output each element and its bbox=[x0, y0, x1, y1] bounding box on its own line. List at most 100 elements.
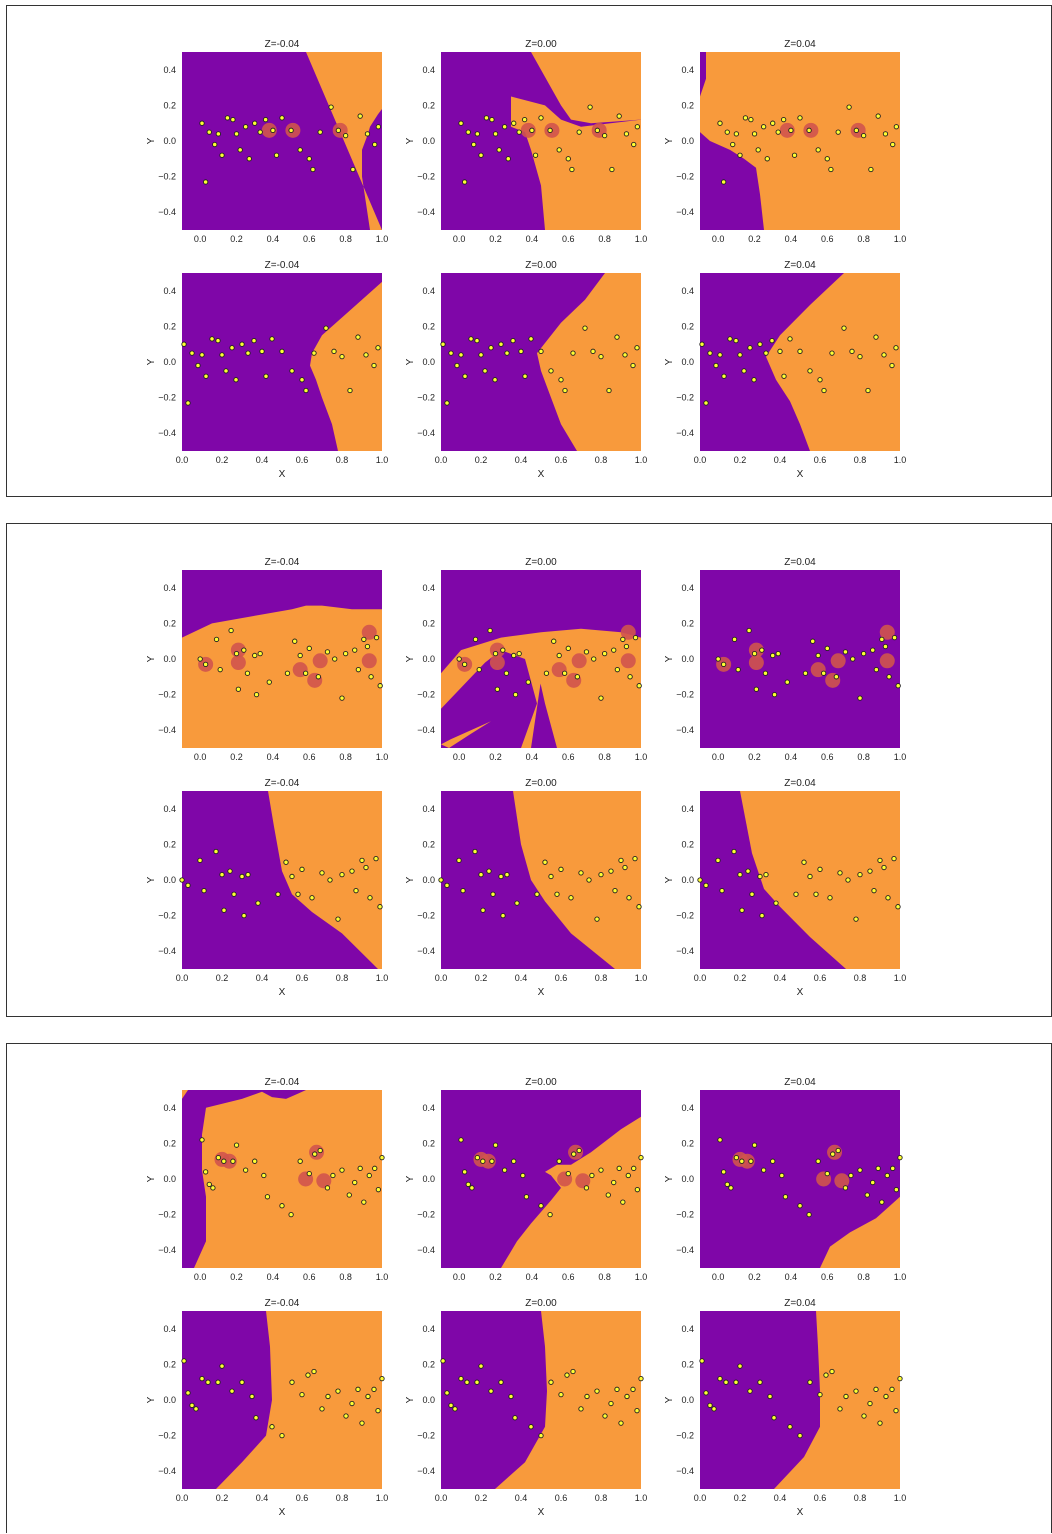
data-point bbox=[504, 350, 510, 356]
y-tick-label: 0.2 bbox=[681, 321, 694, 331]
data-point bbox=[462, 373, 468, 379]
data-point bbox=[748, 1158, 754, 1164]
y-tick-label: −0.4 bbox=[158, 725, 176, 735]
data-point bbox=[212, 141, 218, 148]
y-axis-label: Y bbox=[664, 655, 675, 662]
data-point bbox=[534, 891, 540, 897]
data-point bbox=[565, 156, 571, 162]
data-point bbox=[289, 873, 295, 880]
y-axis-label: Y bbox=[405, 137, 416, 144]
region-class-1 bbox=[513, 791, 641, 969]
x-tick-label: 1.0 bbox=[376, 234, 389, 244]
region-class-1 bbox=[501, 1116, 641, 1268]
data-point bbox=[853, 916, 859, 922]
data-point bbox=[594, 916, 600, 922]
data-point bbox=[489, 1158, 495, 1164]
y-tick-label: −0.2 bbox=[417, 911, 435, 921]
y-tick-label: −0.4 bbox=[676, 725, 694, 735]
data-point bbox=[733, 1154, 740, 1161]
data-point bbox=[299, 866, 305, 872]
data-point bbox=[299, 1392, 305, 1398]
data-point bbox=[788, 127, 794, 133]
data-point bbox=[273, 152, 280, 158]
data-point bbox=[297, 652, 303, 659]
plot-1-1-2: Z=0.00 0.0 0.2 0.4 0.6 0.8 1.0 0.4 0.2 0.0 −0.2 −0.… bbox=[405, 39, 647, 244]
x-tick-label: 0.2 bbox=[748, 1272, 761, 1282]
y-tick-label: −0.4 bbox=[676, 428, 694, 438]
data-point bbox=[777, 348, 783, 354]
data-point bbox=[213, 636, 220, 643]
y-tick-label: 0.0 bbox=[422, 136, 435, 146]
x-tick-label: 0.0 bbox=[435, 455, 448, 465]
plot-title: Z=-0.04 bbox=[265, 557, 300, 568]
data-point bbox=[733, 131, 740, 137]
data-point bbox=[302, 670, 309, 676]
x-axis-label: X bbox=[797, 1507, 804, 1518]
data-point bbox=[578, 870, 584, 876]
data-point bbox=[608, 868, 614, 874]
data-point bbox=[875, 113, 881, 119]
x-tick-label: 0.0 bbox=[453, 234, 466, 244]
data-point bbox=[614, 334, 620, 340]
data-point bbox=[221, 1158, 227, 1164]
x-tick-label: 1.0 bbox=[635, 1493, 648, 1503]
x-tick-label: 0.2 bbox=[734, 1493, 747, 1503]
data-point bbox=[751, 1142, 758, 1148]
data-point bbox=[357, 113, 363, 119]
data-point bbox=[697, 877, 703, 883]
data-point bbox=[626, 895, 632, 901]
data-point bbox=[843, 1393, 849, 1400]
data-point bbox=[815, 1158, 821, 1164]
data-point bbox=[751, 131, 758, 137]
data-point bbox=[179, 877, 185, 883]
highlight-marker bbox=[480, 1153, 496, 1169]
data-point bbox=[500, 647, 506, 653]
data-point bbox=[233, 651, 240, 657]
y-axis-label: Y bbox=[664, 358, 675, 365]
data-point bbox=[741, 368, 747, 374]
x-tick-label: 0.2 bbox=[230, 234, 243, 244]
x-tick-label: 0.8 bbox=[595, 1493, 608, 1503]
y-tick-label: −0.4 bbox=[417, 725, 435, 735]
data-point bbox=[630, 362, 636, 369]
y-axis-label: Y bbox=[405, 655, 416, 662]
data-point bbox=[853, 1388, 859, 1394]
data-point bbox=[897, 1375, 903, 1382]
x-tick-label: 1.0 bbox=[635, 1272, 648, 1282]
data-point bbox=[478, 872, 484, 878]
y-tick-label: 0.0 bbox=[163, 1395, 176, 1405]
data-point bbox=[275, 891, 281, 897]
data-point bbox=[797, 1203, 803, 1209]
data-point bbox=[877, 857, 883, 864]
y-tick-label: 0.2 bbox=[163, 321, 176, 331]
data-point bbox=[503, 670, 510, 676]
plot-3-2-1: Z=-0.04 0.0 0.2 0.4 0.6 0.8 1.0 0.4 0.2 0.0 −0.2 −0… bbox=[146, 1298, 388, 1518]
data-point bbox=[458, 1137, 464, 1143]
data-point bbox=[830, 1151, 836, 1157]
data-point bbox=[793, 891, 799, 897]
y-tick-label: 0.4 bbox=[163, 65, 176, 75]
y-tick-label: 0.0 bbox=[163, 875, 176, 885]
x-tick-label: 0.0 bbox=[712, 234, 725, 244]
y-axis-label: Y bbox=[146, 876, 157, 883]
data-point bbox=[881, 352, 887, 358]
data-point bbox=[620, 636, 626, 643]
x-tick-label: 0.4 bbox=[267, 1272, 280, 1282]
data-point bbox=[764, 156, 770, 162]
data-point bbox=[315, 674, 322, 680]
highlight-marker bbox=[739, 1153, 755, 1169]
data-point bbox=[538, 115, 544, 121]
data-point bbox=[510, 337, 516, 344]
data-point bbox=[492, 651, 499, 657]
data-point bbox=[558, 866, 564, 872]
data-point bbox=[483, 115, 490, 121]
y-tick-label: −0.4 bbox=[158, 946, 176, 956]
data-point bbox=[229, 345, 235, 351]
x-tick-label: 0.4 bbox=[515, 973, 528, 983]
data-point bbox=[739, 1158, 745, 1164]
data-point bbox=[717, 120, 723, 126]
data-point bbox=[631, 141, 637, 148]
x-tick-label: 0.6 bbox=[296, 455, 309, 465]
data-point bbox=[227, 868, 233, 874]
data-point bbox=[377, 683, 383, 689]
